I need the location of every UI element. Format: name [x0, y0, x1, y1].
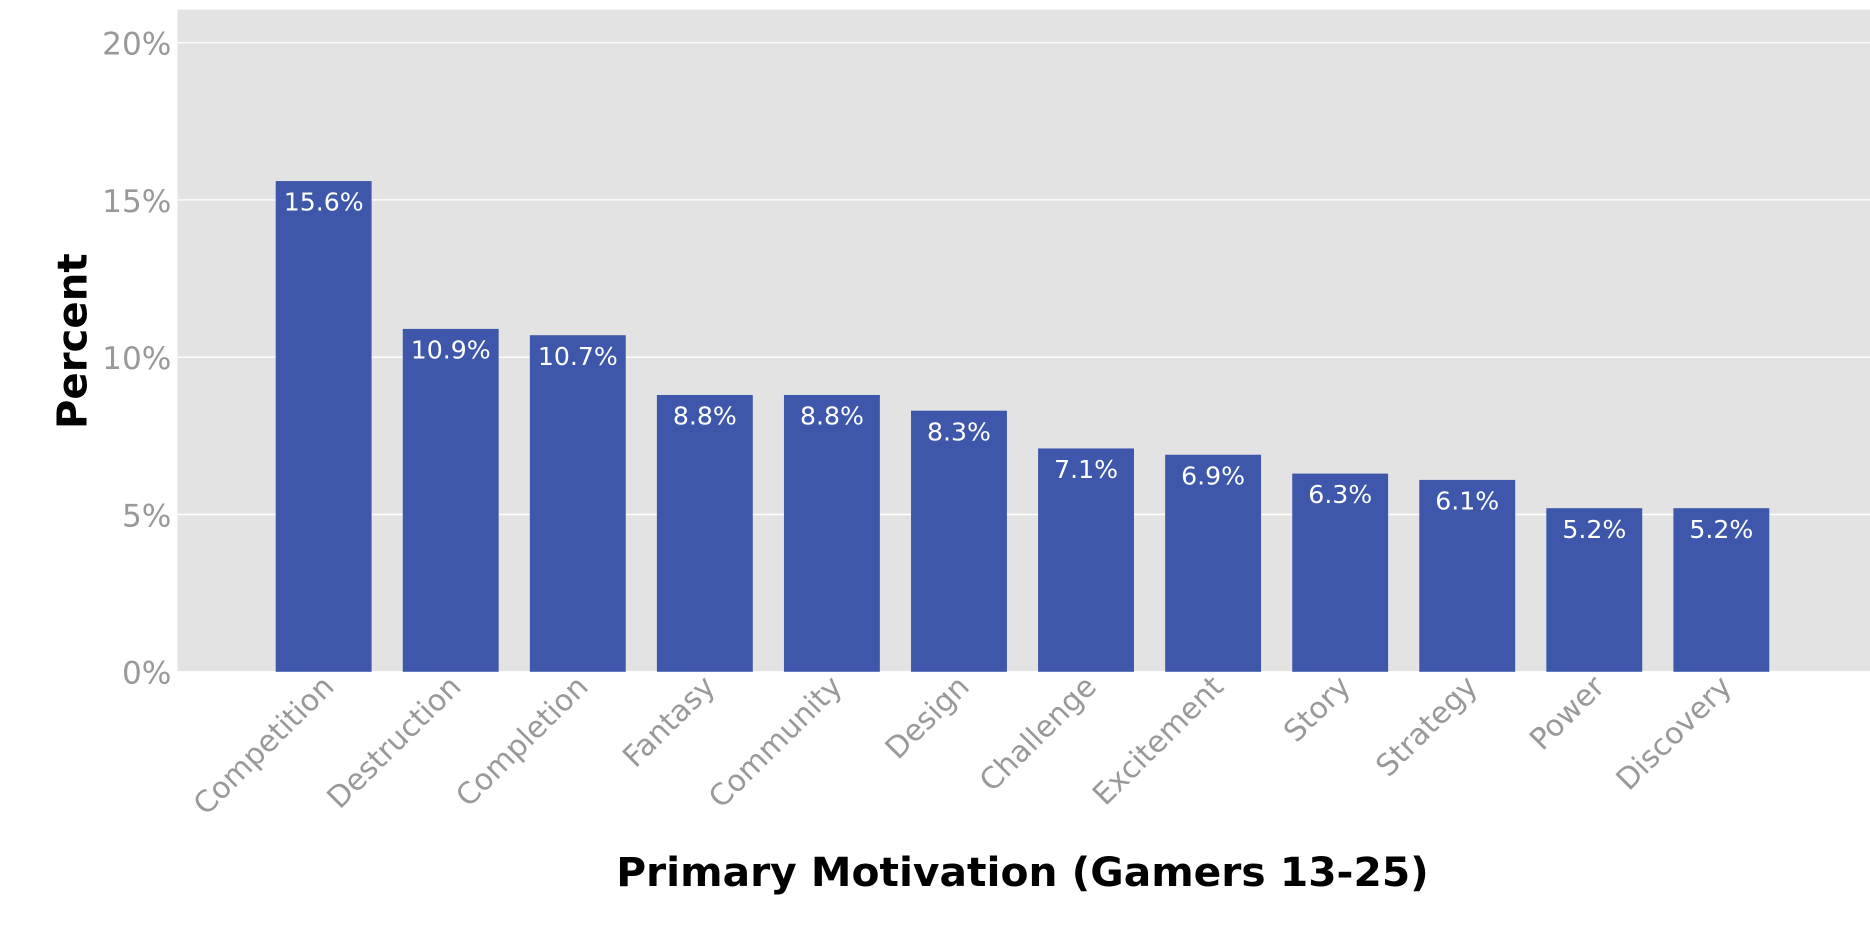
x-tick-label: Completion [449, 669, 595, 814]
data-label: 10.9% [411, 336, 491, 365]
x-tick-label: Design [879, 669, 977, 766]
bar [402, 328, 499, 672]
x-tick-label: Discovery [1609, 669, 1739, 797]
x-tick-label: Competition [187, 669, 342, 822]
bar [1038, 448, 1134, 672]
data-label: 6.3% [1308, 480, 1372, 509]
y-tick-labels: 0% 5% 10% 15% 20% [102, 27, 171, 692]
bars: 15.6% 10.9% 10.7% 8.8% 8.8% 8.3% 7.1% 6.9% 6.3% 6… [275, 181, 1770, 672]
x-tick-label: Power [1523, 669, 1612, 757]
bar [529, 335, 626, 672]
x-tick-label: Strategy [1369, 669, 1485, 783]
data-label: 5.2% [1562, 515, 1626, 544]
data-label: 7.1% [1054, 455, 1118, 484]
bar [783, 394, 880, 672]
data-label: 8.3% [927, 417, 991, 446]
data-label: 8.8% [673, 402, 737, 431]
y-tick-label: 0% [122, 656, 171, 692]
x-tick-label: Challenge [973, 669, 1104, 798]
x-tick-label: Story [1277, 669, 1358, 749]
x-tick-label: Community [702, 669, 849, 815]
x-tick-label: Fantasy [616, 669, 722, 774]
data-label: 10.7% [538, 342, 618, 371]
y-tick-label: 5% [122, 499, 171, 535]
y-tick-label: 20% [102, 27, 171, 63]
bar [656, 394, 753, 672]
data-label: 15.6% [284, 188, 364, 217]
data-label: 6.9% [1181, 461, 1245, 490]
bar [275, 181, 372, 672]
bar [1419, 479, 1516, 672]
data-label: 6.1% [1435, 487, 1499, 516]
bar [1165, 454, 1262, 672]
bar [911, 410, 1007, 672]
bar [1292, 473, 1389, 672]
y-axis-title: Percent [48, 253, 96, 429]
data-label: 8.8% [800, 402, 864, 431]
bar [1546, 508, 1643, 672]
x-tick-label: Destruction [320, 669, 468, 815]
x-tick-label: Excitement [1086, 669, 1231, 812]
x-axis-title: Primary Motivation (Gamers 13-25) [616, 848, 1429, 896]
data-label: 5.2% [1689, 515, 1753, 544]
y-tick-label: 10% [102, 341, 171, 377]
bar [1673, 508, 1770, 672]
y-tick-label: 15% [102, 184, 171, 220]
